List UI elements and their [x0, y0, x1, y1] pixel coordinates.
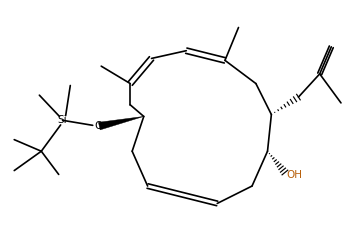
- Polygon shape: [99, 116, 144, 130]
- Text: Si: Si: [58, 114, 68, 125]
- Text: OH: OH: [287, 170, 303, 180]
- Text: O: O: [94, 121, 103, 131]
